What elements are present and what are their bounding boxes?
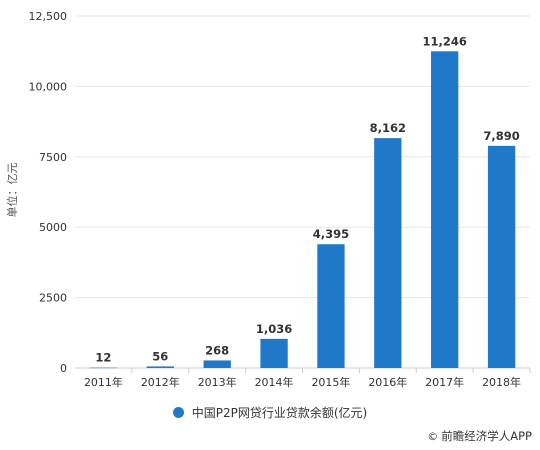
data-label: 268 [205, 343, 229, 357]
y-tick-label: 12,500 [29, 10, 68, 23]
bar [260, 338, 288, 368]
x-tick-label: 2014年 [255, 375, 294, 389]
data-label: 56 [152, 349, 168, 363]
data-label: 8,162 [370, 121, 406, 135]
y-axis-label: 单位：亿元 [5, 163, 19, 218]
x-tick-label: 2017年 [425, 375, 464, 389]
legend: 中国P2P网贷行业贷款余额(亿元) [0, 402, 540, 422]
y-tick-label: 7500 [39, 151, 67, 164]
bar [317, 244, 345, 368]
y-tick-label: 0 [60, 362, 67, 375]
data-label: 4,395 [313, 227, 349, 241]
x-tick-label: 2015年 [311, 375, 350, 389]
x-tick-label: 2013年 [198, 375, 237, 389]
bars [89, 51, 516, 369]
x-tick-label: 2016年 [368, 375, 407, 389]
x-tick-label: 2011年 [84, 375, 123, 389]
bar [146, 366, 174, 368]
bar [203, 360, 231, 368]
bar [431, 51, 459, 368]
bar-chart: 0 2500 5000 7500 10,000 12,500 12 56 268 1,036 4,… [5, 10, 531, 389]
gridlines [75, 15, 530, 369]
source-text: 前瞻经济学人APP [441, 429, 532, 443]
bar [374, 138, 402, 368]
y-axis-ticks: 0 2500 5000 7500 10,000 12,500 [29, 10, 68, 375]
x-tick-label: 2012年 [141, 375, 180, 389]
bar [487, 145, 516, 368]
data-label: 11,246 [422, 34, 466, 48]
y-tick-label: 10,000 [29, 80, 68, 93]
source-credit: © 前瞻经济学人APP [427, 428, 532, 444]
data-label: 12 [95, 351, 111, 365]
legend-label: 中国P2P网贷行业贷款余额(亿元) [191, 405, 368, 420]
copyright-icon: © [427, 429, 439, 443]
data-labels: 12 56 268 1,036 4,395 8,162 11,246 7,890 [95, 34, 519, 364]
legend-marker [172, 406, 184, 418]
data-label: 7,890 [483, 129, 519, 143]
bar [89, 367, 118, 369]
y-tick-label: 5000 [39, 221, 67, 234]
y-tick-label: 2500 [39, 292, 67, 305]
data-label: 1,036 [256, 322, 292, 336]
x-tick-label: 2018年 [482, 375, 521, 389]
x-axis-ticks: 2011年 2012年 2013年 2014年 2015年 2016年 2017年 2018年 [84, 368, 531, 389]
